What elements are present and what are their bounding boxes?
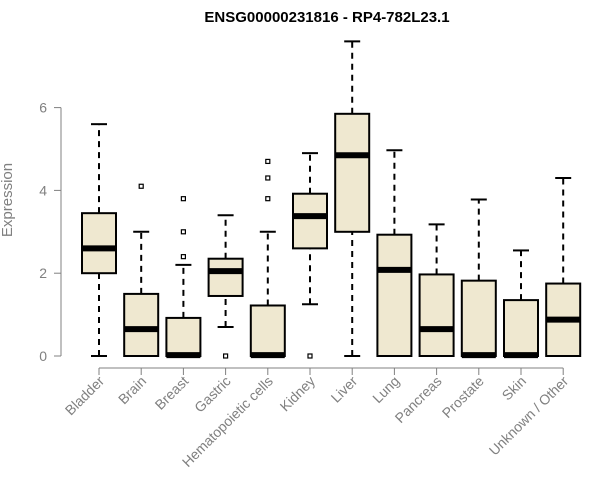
outlier-point — [265, 175, 271, 181]
x-tick-label: Pancreas — [392, 373, 445, 426]
outlier-point — [265, 158, 271, 165]
iqr-box — [376, 233, 413, 357]
iqr-box — [503, 299, 539, 357]
x-tick-label: Unknown / Other — [486, 373, 572, 459]
iqr-box — [207, 257, 244, 297]
outlier-point — [180, 196, 186, 202]
box-gastric — [207, 214, 244, 359]
outlier-point — [180, 229, 186, 235]
box-prostate — [460, 198, 497, 359]
box-hematopoietic-cells — [249, 158, 286, 359]
y-tick-label: 0 — [39, 348, 47, 364]
box-bladder — [81, 123, 117, 357]
iqr-box — [123, 292, 160, 357]
y-tick-label: 6 — [39, 100, 47, 116]
y-axis: 0 2 4 6 — [39, 100, 62, 364]
iqr-box — [165, 316, 202, 357]
box-brain — [123, 183, 160, 357]
box-lung — [376, 149, 413, 357]
x-tick-label: Kidney — [277, 373, 319, 415]
box-unknown-other — [545, 176, 582, 357]
outlier-point — [180, 254, 186, 260]
box-series — [81, 40, 582, 359]
y-tick-label: 4 — [39, 182, 47, 198]
x-tick-label: Breast — [152, 373, 192, 413]
iqr-box — [418, 273, 455, 357]
iqr-box — [460, 279, 497, 358]
x-tick-label: Brain — [115, 373, 149, 407]
x-tick-label: Prostate — [439, 373, 487, 421]
outlier-point — [138, 183, 144, 189]
box-liver — [334, 40, 371, 357]
x-tick-label: Bladder — [62, 373, 108, 419]
iqr-box — [81, 212, 117, 275]
box-pancreas — [418, 223, 455, 357]
x-tick-label: Liver — [328, 373, 361, 406]
iqr-box — [292, 192, 328, 250]
x-tick-label: Lung — [369, 373, 402, 406]
box-breast — [165, 196, 202, 359]
y-axis-label: Expression — [0, 163, 16, 237]
iqr-box — [334, 112, 371, 233]
x-tick-label: Skin — [499, 373, 530, 404]
box-kidney — [292, 152, 328, 359]
chart-title: ENSG00000231816 - RP4-782L23.1 — [204, 9, 449, 26]
outlier-point — [265, 196, 271, 202]
outlier-point — [307, 353, 313, 359]
outlier-point — [223, 353, 229, 359]
y-tick-label: 2 — [39, 265, 47, 281]
iqr-box — [249, 304, 286, 358]
box-skin — [503, 249, 539, 359]
